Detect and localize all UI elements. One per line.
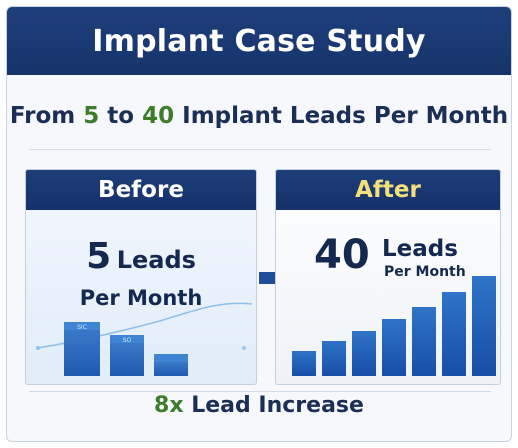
before-bar-tag: SIC: [77, 324, 87, 331]
after-bar: [382, 319, 406, 376]
before-period: Per Month: [79, 286, 203, 310]
before-value-line: 5 Leads: [26, 236, 256, 277]
before-bar: SO: [110, 335, 144, 376]
after-bar: [412, 307, 436, 376]
footer-summary: 8x Lead Increase: [7, 393, 511, 418]
footer-text: Lead Increase: [191, 393, 364, 418]
before-value: 5: [86, 236, 112, 277]
divider-bottom: [29, 391, 491, 392]
subtitle: From 5 to 40 Implant Leads Per Month: [7, 103, 511, 129]
before-panel: Before 5 Leads Per Month SIC SO: [25, 169, 257, 385]
footer-multiplier: 8x: [154, 393, 184, 418]
before-label: Before: [98, 177, 184, 203]
after-label: After: [355, 177, 421, 203]
after-value: 40: [314, 232, 370, 278]
before-bar: [154, 354, 188, 376]
before-unit: Leads: [116, 246, 196, 274]
case-study-card: Implant Case Study From 5 to 40 Implant …: [6, 6, 512, 442]
after-bar: [322, 341, 346, 376]
header-banner: Implant Case Study: [7, 7, 511, 75]
page-title: Implant Case Study: [92, 23, 426, 59]
after-bar: [472, 276, 496, 376]
after-panel-header: After: [276, 170, 500, 210]
subtitle-suffix: Implant Leads Per Month: [182, 103, 509, 129]
after-bar: [352, 331, 376, 376]
before-panel-header: Before: [26, 170, 256, 210]
after-unit: Leads: [382, 236, 458, 262]
subtitle-prefix: From: [9, 103, 76, 129]
after-period: Per Month: [384, 264, 466, 280]
before-bar: SIC: [64, 322, 100, 376]
after-panel: After 40 Leads Per Month: [275, 169, 501, 385]
before-bar-tag: SO: [122, 337, 132, 344]
subtitle-to-value: 40: [142, 103, 175, 129]
divider-top: [29, 149, 491, 150]
subtitle-middle: to: [107, 103, 135, 129]
after-bar: [442, 292, 466, 376]
after-bar: [292, 351, 316, 376]
subtitle-from-value: 5: [83, 103, 100, 129]
